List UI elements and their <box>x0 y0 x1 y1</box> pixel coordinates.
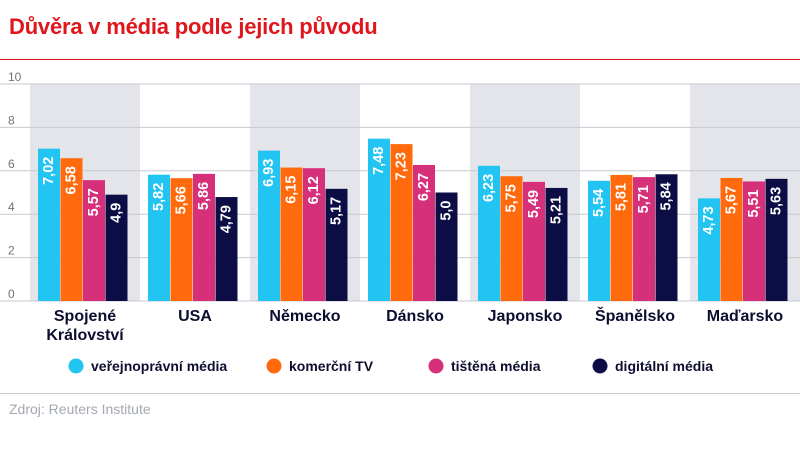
bar <box>545 187 568 301</box>
bar <box>633 177 655 301</box>
data-label: 7,02 <box>41 157 57 185</box>
bar <box>610 174 633 301</box>
data-label: 5,54 <box>591 189 607 217</box>
category-label-line: Německo <box>269 308 340 325</box>
data-label: 5,66 <box>174 186 190 214</box>
category-label-line: USA <box>178 308 212 325</box>
data-label: 6,15 <box>284 176 300 204</box>
bar <box>523 181 545 301</box>
y-tick-label: 8 <box>8 113 15 127</box>
bar <box>303 168 325 301</box>
legend-label: tištěná média <box>451 358 541 374</box>
bar <box>588 180 610 301</box>
data-label: 5,49 <box>526 190 542 218</box>
category-label: Španělsko <box>595 306 675 325</box>
category-label: Spojené Království <box>46 308 124 344</box>
y-tick-label: 4 <box>8 200 15 214</box>
category-label-line: Španělsko <box>595 306 675 325</box>
data-label: 4,9 <box>109 203 125 223</box>
y-tick-label: 2 <box>8 244 15 258</box>
data-label: 4,79 <box>219 205 235 233</box>
category-label-line: Japonsko <box>488 308 563 325</box>
bar <box>765 178 788 301</box>
title-divider <box>0 59 800 60</box>
source-divider <box>0 393 800 394</box>
data-label: 5,82 <box>151 183 167 211</box>
source-note: Zdroj: Reuters Institute <box>9 401 151 417</box>
category-label-line: Království <box>46 327 124 344</box>
bar <box>720 177 743 301</box>
legend-swatch <box>68 358 84 374</box>
bar <box>500 176 523 301</box>
bar <box>743 181 765 301</box>
category-label: Německo <box>269 308 340 325</box>
legend-label: veřejnoprávní média <box>91 358 227 374</box>
data-label: 5,51 <box>746 189 762 217</box>
y-tick-label: 0 <box>8 287 15 301</box>
bar-chart: 0 2 4 6 8 10 7,02 6,58 5,57 4,9 5,82 5,66 5,86 4,79 6… <box>0 70 800 374</box>
bar <box>105 194 128 301</box>
bar <box>478 165 500 301</box>
category-label-line: Dánsko <box>386 308 444 325</box>
y-tick-label: 10 <box>8 70 22 84</box>
bars: 7,02 6,58 5,57 4,9 5,82 5,66 5,86 4,79 6,93 6,15 6… <box>38 138 788 301</box>
bar <box>390 144 413 301</box>
bar <box>280 167 303 301</box>
bar <box>60 158 83 301</box>
data-label: 5,67 <box>724 186 740 214</box>
bar <box>148 174 170 301</box>
data-label: 5,17 <box>329 197 345 225</box>
bar <box>38 148 60 301</box>
legend-label: komerční TV <box>289 358 374 374</box>
bar <box>435 192 458 301</box>
bar <box>258 150 280 301</box>
bar <box>83 180 105 301</box>
data-label: 5,21 <box>549 196 565 224</box>
data-label: 6,93 <box>261 159 277 187</box>
bar <box>215 197 238 301</box>
data-label: 6,12 <box>306 176 322 204</box>
legend-swatch <box>592 358 608 374</box>
data-label: 7,48 <box>371 147 387 175</box>
category-label: USA <box>178 308 212 325</box>
category-label-line: Maďarsko <box>707 308 784 325</box>
legend-swatch <box>428 358 444 374</box>
bar <box>170 178 193 301</box>
data-label: 6,27 <box>416 173 432 201</box>
bar <box>655 174 678 301</box>
data-label: 5,0 <box>439 201 455 221</box>
bar <box>368 138 390 301</box>
category-label: Dánsko <box>386 308 444 325</box>
category-label: Japonsko <box>488 308 563 325</box>
category-label-line: Spojené <box>54 308 116 325</box>
data-label: 5,75 <box>504 184 520 212</box>
y-axis-ticks: 0 2 4 6 8 10 <box>8 70 22 301</box>
data-label: 6,23 <box>481 174 497 202</box>
data-label: 5,81 <box>614 183 630 211</box>
x-axis-categories: Spojené Království USA Německo Dánsko Japonsk… <box>46 306 783 344</box>
data-label: 6,58 <box>64 166 80 194</box>
bar <box>193 173 215 301</box>
legend: veřejnoprávní média komerční TV tištěná mé… <box>68 358 713 374</box>
bar <box>325 188 348 301</box>
data-label: 5,84 <box>659 182 675 210</box>
data-label: 5,63 <box>769 187 785 215</box>
bar <box>698 198 720 301</box>
data-label: 4,73 <box>701 206 717 234</box>
data-label: 5,86 <box>196 182 212 210</box>
bar <box>413 164 435 301</box>
data-label: 7,23 <box>394 152 410 180</box>
data-label: 5,57 <box>86 188 102 216</box>
chart-title: Důvěra v média podle jejich původu <box>9 14 378 39</box>
legend-label: digitální média <box>615 358 713 374</box>
category-label: Maďarsko <box>707 308 784 325</box>
y-tick-label: 6 <box>8 157 15 171</box>
legend-swatch <box>266 358 282 374</box>
data-label: 5,71 <box>636 185 652 213</box>
